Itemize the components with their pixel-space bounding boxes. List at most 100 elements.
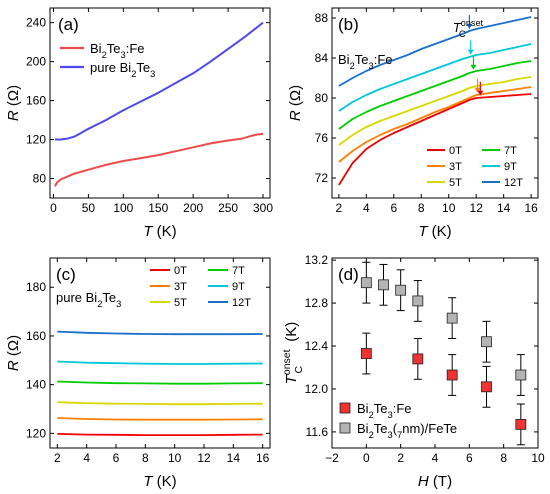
text-part: Te bbox=[374, 401, 388, 416]
series-line-4 bbox=[57, 360, 263, 365]
material-label: pure Bi2Te3 bbox=[56, 290, 121, 309]
series-line-1 bbox=[57, 417, 263, 421]
text-part: Te bbox=[355, 52, 369, 67]
x-tick-label: 6 bbox=[113, 451, 120, 465]
y-tick-label: 12.4 bbox=[305, 339, 329, 353]
y-tick-label: 240 bbox=[26, 16, 46, 30]
x-tick-label: 4 bbox=[83, 451, 90, 465]
text-part: Bi bbox=[357, 401, 369, 416]
text-part: 3 bbox=[150, 69, 155, 79]
y-tick-label: 76 bbox=[315, 131, 329, 145]
text-part: 2 bbox=[369, 410, 374, 420]
tc-onset-label: Tonset C bbox=[453, 18, 484, 39]
text-part: Bi bbox=[357, 421, 369, 436]
tc-sub: C bbox=[459, 29, 466, 39]
data-point-0 bbox=[360, 348, 372, 359]
x-tick-label: 6 bbox=[466, 451, 473, 465]
x-tick-label: 12 bbox=[197, 451, 211, 465]
x-tick-label: 2 bbox=[397, 451, 404, 465]
axis-symbol: T bbox=[418, 223, 429, 240]
tc-arrow-head bbox=[474, 87, 481, 93]
text-part: 3 bbox=[121, 50, 126, 60]
x-axis-label: T (K) bbox=[143, 473, 176, 490]
series-line-3 bbox=[338, 60, 532, 130]
text-part: 2 bbox=[102, 50, 107, 60]
text-part: 2 bbox=[97, 299, 102, 309]
series-line-3 bbox=[57, 380, 263, 385]
y-tick-label: 200 bbox=[26, 55, 46, 69]
y-tick-label: 13.2 bbox=[305, 253, 329, 267]
axis-sup: onset bbox=[281, 349, 293, 375]
panel-d-chart: −2 0 2 4 6 8 1011.612.012.412.813.2(d)Bi2Te3:F… bbox=[281, 253, 545, 490]
text-part: pure Bi bbox=[90, 60, 131, 75]
axis-unit: (K) bbox=[428, 223, 452, 240]
x-tick-label: 10 bbox=[168, 451, 182, 465]
text-part: 3 bbox=[388, 430, 393, 440]
y-tick-label: 160 bbox=[26, 329, 46, 343]
series-line-1 bbox=[54, 21, 264, 141]
y-tick-label: 80 bbox=[315, 91, 329, 105]
series-line-0 bbox=[54, 132, 264, 187]
series-line-1 bbox=[338, 86, 532, 163]
y-tick-label: 80 bbox=[33, 172, 47, 186]
legend-label: 3T bbox=[449, 161, 462, 173]
y-axis-label: TonsetC (K) bbox=[281, 322, 305, 385]
x-tick-label: 8 bbox=[142, 451, 149, 465]
text-part: 3 bbox=[388, 410, 393, 420]
data-point-1 bbox=[446, 312, 458, 324]
x-tick-label: 50 bbox=[82, 201, 96, 215]
tc-arrow-head bbox=[477, 90, 484, 96]
y-tick-label: 160 bbox=[26, 94, 46, 108]
legend-label: 0T bbox=[174, 265, 187, 277]
legend-label: Bi2Te3:Fe bbox=[357, 401, 412, 420]
axis-unit: (Ω) bbox=[5, 335, 22, 360]
y-tick-label: 140 bbox=[26, 378, 46, 392]
axis-symbol: T bbox=[143, 473, 154, 490]
x-tick-label: 10 bbox=[442, 201, 456, 215]
axis-symbol: R bbox=[5, 360, 22, 371]
text-part: Te bbox=[102, 290, 116, 305]
legend-label: 12T bbox=[504, 177, 523, 189]
x-tick-label: 0 bbox=[363, 451, 370, 465]
x-axis-label: H (T) bbox=[418, 473, 452, 490]
axis-symbol: T bbox=[143, 223, 154, 240]
text-part: 2 bbox=[350, 61, 355, 71]
text-part: ( bbox=[393, 421, 398, 436]
axis-unit: (T) bbox=[429, 473, 452, 490]
x-tick-label: 14 bbox=[227, 451, 241, 465]
series-line-4 bbox=[338, 43, 532, 112]
text-part: nm)/FeTe bbox=[402, 421, 457, 436]
text-part: :Fe bbox=[393, 401, 412, 416]
axis-unit: (K) bbox=[153, 223, 177, 240]
data-point-0 bbox=[481, 381, 492, 393]
text-part: 3 bbox=[116, 299, 121, 309]
y-tick-label: 12.0 bbox=[305, 382, 329, 396]
tc-sup: onset bbox=[461, 18, 484, 28]
panel-label: (c) bbox=[56, 265, 76, 284]
plot-frame bbox=[49, 7, 271, 199]
legend-label: 5T bbox=[449, 177, 462, 189]
series-line-0 bbox=[57, 433, 263, 437]
text-part: :Fe bbox=[126, 41, 145, 56]
axis-symbol: T bbox=[283, 373, 300, 384]
y-tick-label: 88 bbox=[315, 11, 329, 25]
x-axis-label: T (K) bbox=[143, 223, 176, 240]
x-tick-label: 8 bbox=[500, 451, 507, 465]
legend-label: Bi2Te3:Fe bbox=[90, 41, 145, 60]
x-tick-label: 2 bbox=[336, 201, 343, 215]
x-tick-label: 10 bbox=[531, 451, 545, 465]
legend-label: Bi2Te3(7nm)/FeTe bbox=[357, 421, 457, 440]
text-part: pure Bi bbox=[56, 290, 97, 305]
series-line-0 bbox=[338, 93, 532, 186]
series-line-2 bbox=[57, 401, 263, 406]
x-tick-label: 2 bbox=[54, 451, 61, 465]
y-axis-label: R (Ω) bbox=[287, 85, 304, 121]
x-tick-label: −2 bbox=[325, 451, 339, 465]
panel-label: (a) bbox=[58, 15, 79, 34]
x-tick-label: 6 bbox=[390, 201, 397, 215]
data-point-1 bbox=[412, 295, 424, 307]
series-line-5 bbox=[338, 16, 532, 87]
data-point-1 bbox=[481, 336, 492, 348]
tc-arrow-head bbox=[466, 24, 473, 29]
